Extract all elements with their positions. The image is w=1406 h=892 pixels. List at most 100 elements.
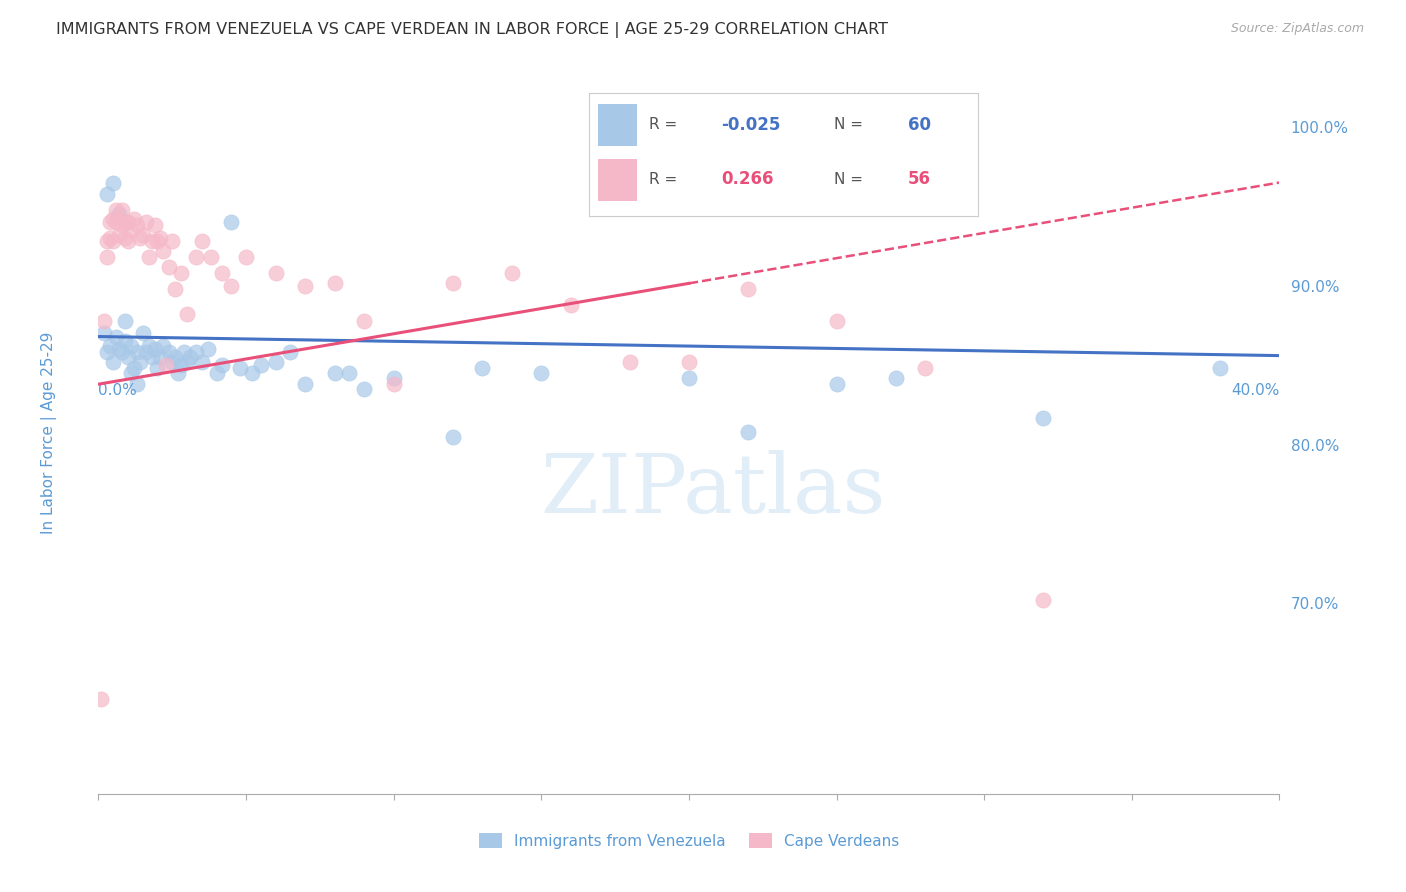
- Point: [179, 350, 201, 364]
- Point: [235, 250, 257, 264]
- Point: [165, 350, 187, 364]
- Legend: Immigrants from Venezuela, Cape Verdeans: Immigrants from Venezuela, Cape Verdeans: [472, 827, 905, 855]
- Point: [264, 266, 287, 280]
- Point: [1032, 410, 1054, 425]
- Point: [184, 250, 207, 264]
- Point: [294, 377, 316, 392]
- Point: [191, 234, 214, 248]
- Point: [125, 377, 148, 392]
- Point: [103, 212, 125, 227]
- Point: [157, 260, 180, 274]
- Point: [128, 355, 150, 369]
- Text: Source: ZipAtlas.com: Source: ZipAtlas.com: [1230, 22, 1364, 36]
- Text: 0.0%: 0.0%: [98, 384, 138, 399]
- Point: [108, 227, 131, 242]
- Point: [103, 176, 125, 190]
- Point: [221, 215, 243, 229]
- Point: [240, 366, 263, 380]
- Point: [152, 339, 174, 353]
- Point: [96, 345, 118, 359]
- Point: [149, 231, 172, 245]
- Point: [382, 377, 405, 392]
- Point: [884, 371, 907, 385]
- Point: [1032, 593, 1054, 607]
- Point: [103, 355, 125, 369]
- Point: [128, 231, 150, 245]
- Point: [155, 358, 177, 372]
- Point: [135, 215, 157, 229]
- Point: [280, 345, 302, 359]
- Point: [200, 250, 222, 264]
- Point: [197, 343, 219, 357]
- Point: [114, 334, 136, 349]
- Point: [149, 350, 172, 364]
- Point: [184, 345, 207, 359]
- Point: [111, 219, 134, 233]
- Point: [678, 355, 700, 369]
- Point: [323, 366, 346, 380]
- Point: [162, 234, 183, 248]
- Point: [122, 212, 145, 227]
- Text: ZIPatlas: ZIPatlas: [540, 450, 886, 531]
- Point: [737, 425, 759, 439]
- Point: [441, 276, 464, 290]
- Point: [353, 313, 375, 327]
- Point: [141, 234, 163, 248]
- Point: [114, 313, 136, 327]
- Point: [250, 358, 273, 372]
- Point: [120, 339, 142, 353]
- Point: [141, 350, 163, 364]
- Point: [170, 358, 193, 372]
- Text: 40.0%: 40.0%: [1232, 384, 1279, 399]
- Point: [152, 244, 174, 258]
- Point: [619, 355, 641, 369]
- Point: [111, 345, 134, 359]
- Point: [157, 345, 180, 359]
- Point: [98, 215, 121, 229]
- Point: [117, 215, 139, 229]
- Point: [170, 266, 193, 280]
- Point: [294, 278, 316, 293]
- Point: [120, 223, 142, 237]
- Point: [93, 313, 115, 327]
- Point: [441, 429, 464, 443]
- Point: [205, 366, 228, 380]
- Point: [108, 343, 131, 357]
- Point: [114, 215, 136, 229]
- Point: [105, 329, 128, 343]
- Point: [165, 282, 187, 296]
- Point: [138, 339, 160, 353]
- Point: [176, 307, 198, 321]
- Point: [176, 355, 198, 369]
- Point: [1209, 361, 1232, 376]
- Point: [264, 355, 287, 369]
- Point: [98, 231, 121, 245]
- Point: [117, 234, 139, 248]
- Point: [96, 186, 118, 201]
- Point: [138, 250, 160, 264]
- Point: [105, 215, 128, 229]
- Point: [211, 358, 233, 372]
- Point: [737, 282, 759, 296]
- Point: [117, 350, 139, 364]
- Point: [173, 345, 195, 359]
- Point: [323, 276, 346, 290]
- Point: [125, 219, 148, 233]
- Point: [162, 355, 183, 369]
- Point: [146, 234, 169, 248]
- Point: [678, 371, 700, 385]
- Point: [825, 377, 848, 392]
- Point: [96, 250, 118, 264]
- Point: [132, 326, 155, 341]
- Point: [146, 361, 169, 376]
- Point: [105, 202, 128, 217]
- Point: [382, 371, 405, 385]
- Point: [103, 234, 125, 248]
- Point: [90, 691, 112, 706]
- Point: [125, 345, 148, 359]
- Point: [530, 366, 553, 380]
- Point: [143, 343, 166, 357]
- Point: [143, 219, 166, 233]
- Point: [221, 278, 243, 293]
- Point: [339, 366, 361, 380]
